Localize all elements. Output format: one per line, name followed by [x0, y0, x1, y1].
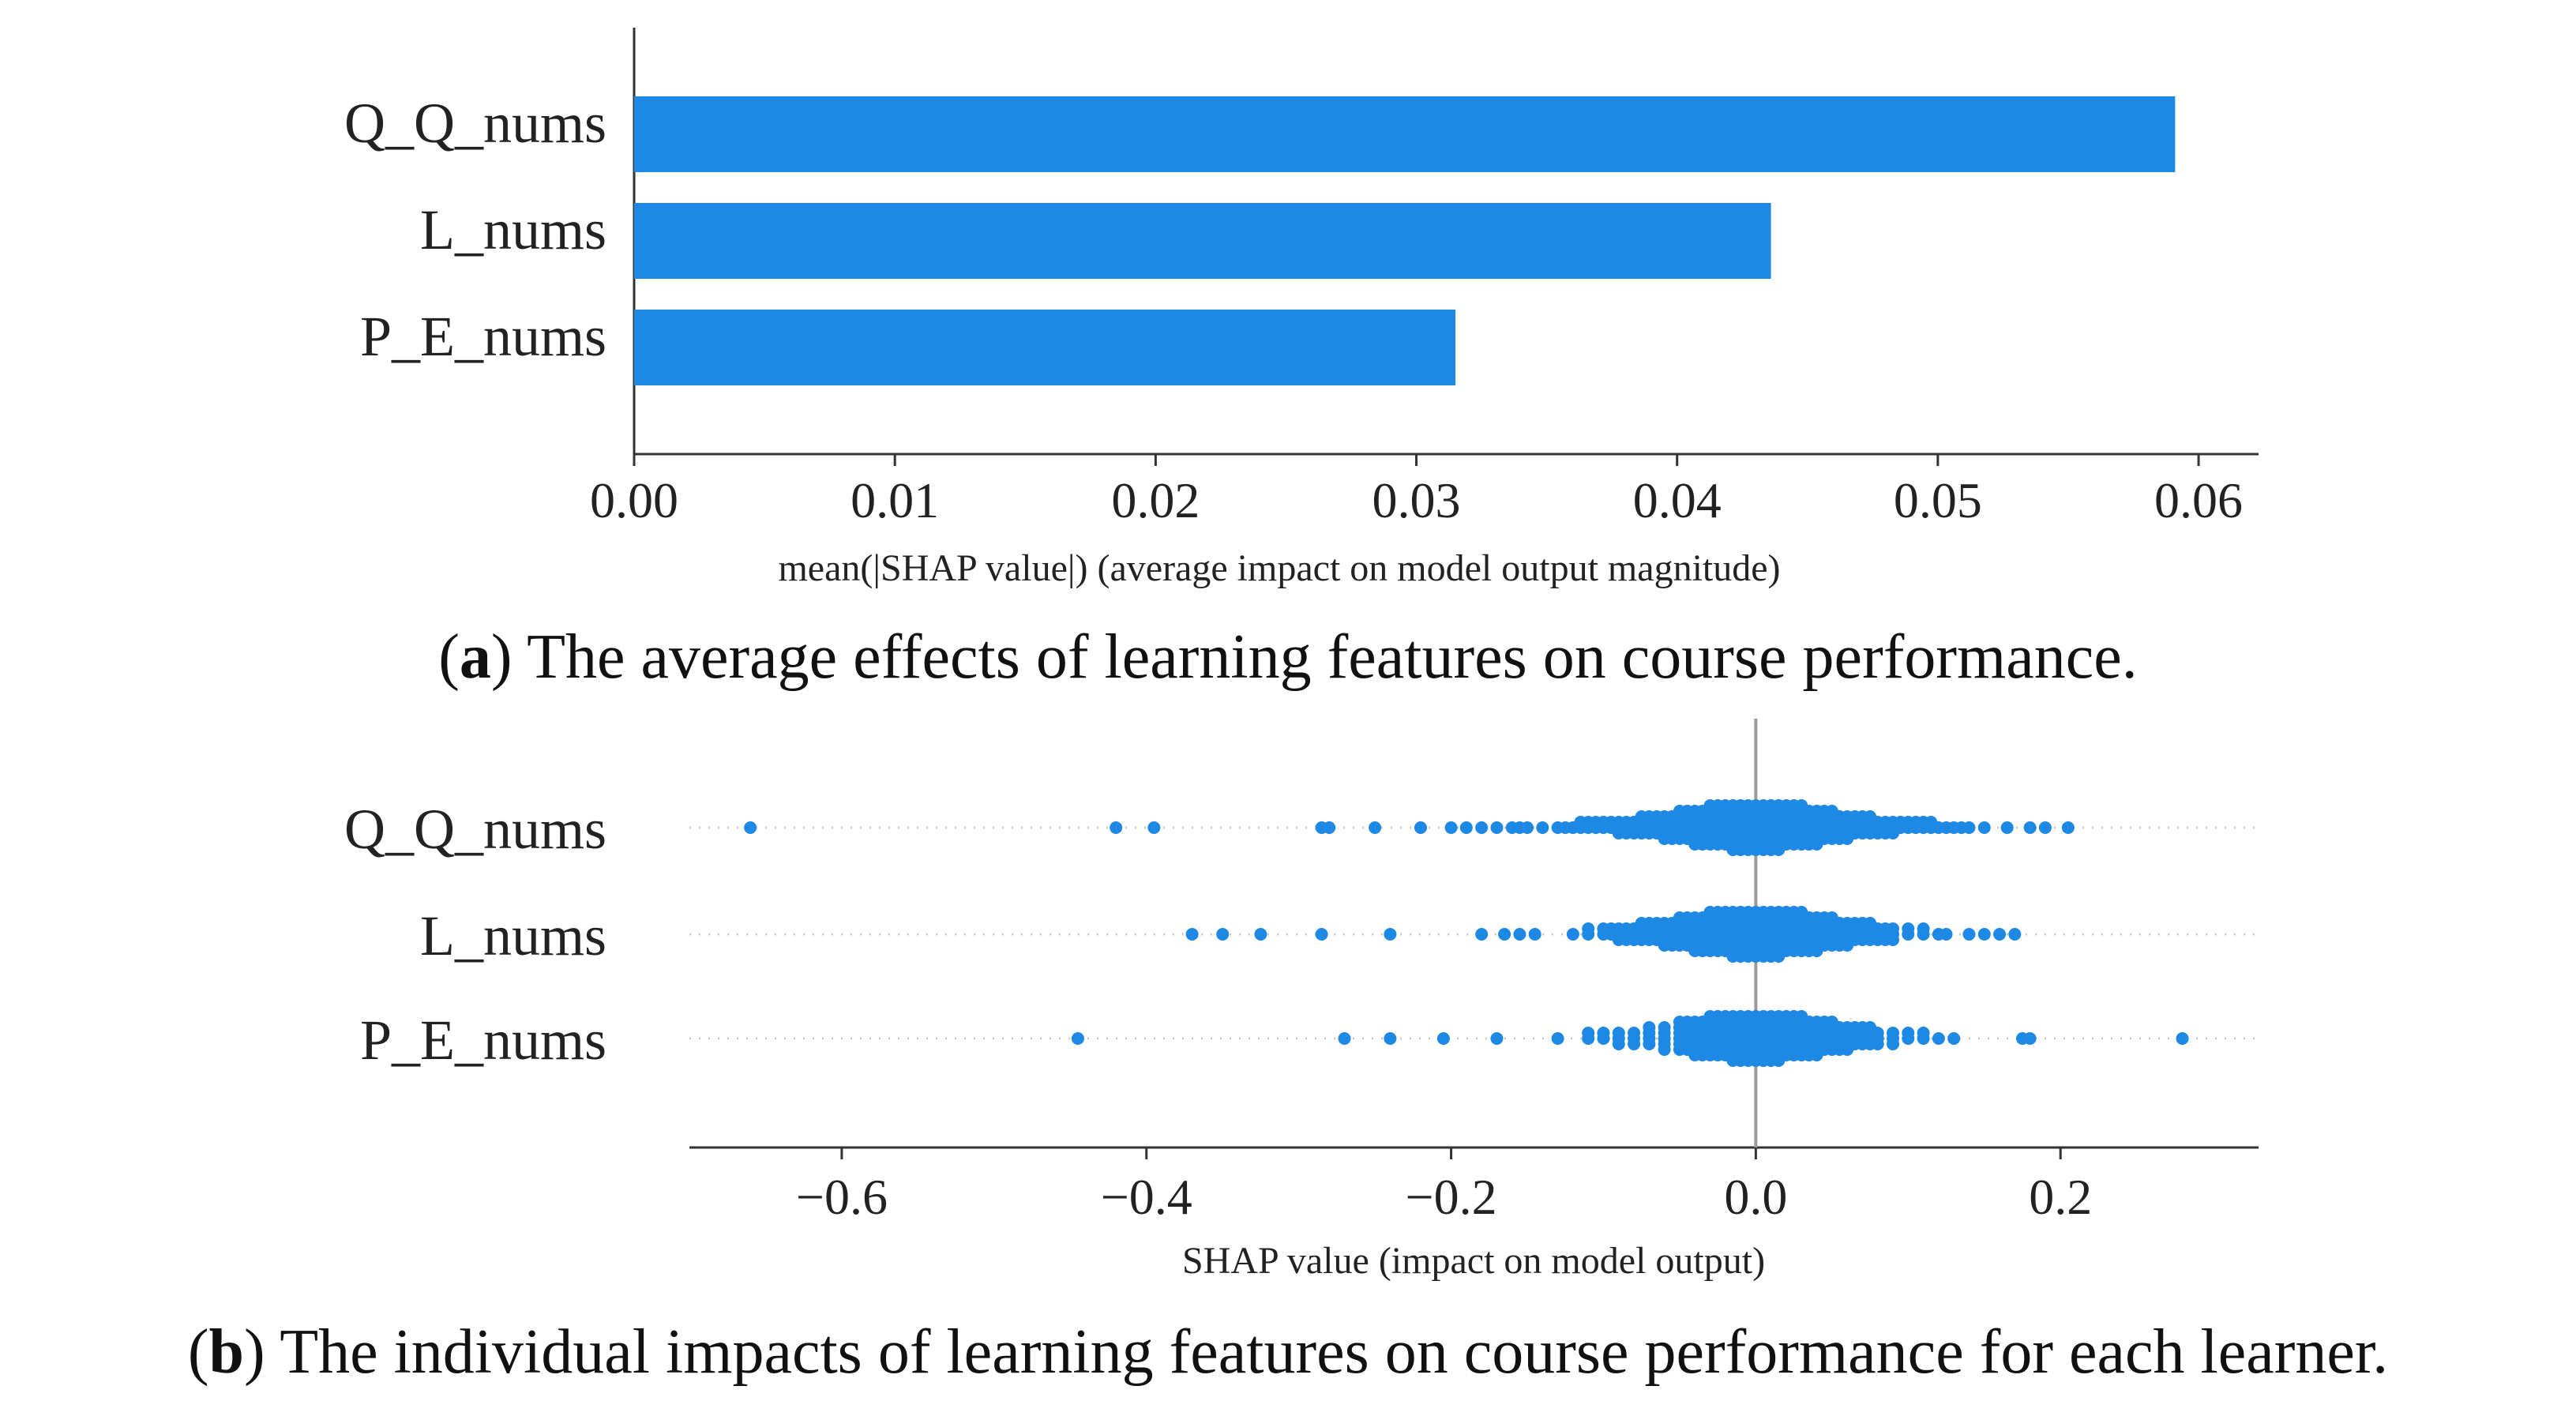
panel-b-point-p-e-nums — [1338, 1032, 1351, 1045]
panel-a-tick-label: 0.05 — [1894, 472, 1982, 528]
panel-a-caption: (a) The average effects of learning feat… — [438, 622, 2137, 692]
panel-b-point-p-e-nums — [1871, 1027, 1884, 1039]
panel-b-x-ticks: −0.6 −0.4 −0.2 0.0 0.2 — [796, 1147, 2092, 1225]
panel-b-beeswarm: Q_Q_nums L_nums P_E_nums −0.6 −0.4 −0.2 0.0… — [344, 719, 2259, 1282]
panel-b-x-axis-title: SHAP value (impact on model output) — [1182, 1240, 1765, 1282]
panel-b-point-q-q-nums — [1369, 821, 1382, 834]
panel-b-point-q-q-nums — [1459, 821, 1473, 834]
panel-b-point-l-nums — [1993, 928, 2007, 941]
panel-b-point-p-e-nums — [1932, 1032, 1945, 1045]
panel-b-tick-label: −0.6 — [796, 1169, 888, 1225]
panel-b-point-p-e-nums — [1643, 1038, 1656, 1050]
panel-b-point-p-e-nums — [1887, 1038, 1900, 1050]
panel-b-tick-label: −0.2 — [1406, 1169, 1497, 1225]
panel-b-point-p-e-nums — [1612, 1038, 1625, 1050]
panel-b-point-l-nums — [1902, 922, 1915, 935]
panel-b-point-l-nums — [1513, 928, 1526, 941]
panel-b-point-q-q-nums — [2023, 821, 2037, 834]
panel-b-point-l-nums — [1475, 928, 1489, 941]
panel-b-point-l-nums — [1185, 928, 1199, 941]
panel-b-point-q-q-nums — [1323, 821, 1336, 834]
panel-b-point-p-e-nums — [1612, 1027, 1625, 1039]
panel-b-point-l-nums — [1384, 928, 1397, 941]
panel-b-point-p-e-nums — [1947, 1032, 1961, 1045]
panel-b-point-p-e-nums — [1628, 1027, 1641, 1039]
panel-a-tick-label: 0.02 — [1111, 472, 1200, 528]
panel-b-point-l-nums — [1582, 922, 1595, 935]
panel-b-point-q-q-nums — [1536, 821, 1549, 834]
panel-b-point-l-nums — [1216, 928, 1230, 941]
panel-b-point-l-nums — [1498, 928, 1511, 941]
panel-a-bar-p-e-nums — [634, 310, 1456, 385]
panel-b-point-q-q-nums — [1414, 821, 1427, 834]
panel-b-point-q-q-nums — [2061, 821, 2075, 834]
panel-a-ylabel-l-nums: L_nums — [420, 198, 606, 261]
panel-b-point-p-e-nums — [2023, 1032, 2037, 1045]
panel-b-ylabel-l-nums: L_nums — [420, 904, 606, 967]
panel-b-points — [744, 799, 2189, 1067]
panel-b-point-l-nums — [1887, 933, 1900, 946]
panel-b-point-p-e-nums — [1071, 1032, 1084, 1045]
panel-b-point-q-q-nums — [2038, 821, 2052, 834]
panel-b-point-p-e-nums — [1582, 1027, 1595, 1039]
panel-a-x-ticks: 0.00 0.01 0.02 0.03 0.04 0.05 0.06 — [590, 454, 2243, 528]
panel-a-ylabel-p-e-nums: P_E_nums — [360, 305, 606, 368]
panel-a-x-axis-title: mean(|SHAP value|) (average impact on mo… — [778, 547, 1780, 589]
panel-b-point-l-nums — [1254, 928, 1267, 941]
panel-b-point-q-q-nums — [2000, 821, 2014, 834]
panel-b-point-l-nums — [1940, 928, 1953, 941]
panel-b-point-q-q-nums — [1147, 821, 1161, 834]
panel-a-tick-label: 0.01 — [851, 472, 939, 528]
panel-a-tick-label: 0.00 — [590, 472, 678, 528]
panel-b-point-p-e-nums — [1871, 1038, 1884, 1050]
panel-b-ylabel-q-q-nums: Q_Q_nums — [344, 798, 606, 861]
panel-a-tick-label: 0.04 — [1633, 472, 1722, 528]
panel-b-point-q-q-nums — [744, 821, 757, 834]
panel-b-point-q-q-nums — [1444, 821, 1458, 834]
panel-b-point-q-q-nums — [1475, 821, 1489, 834]
panel-a-bar-l-nums — [634, 203, 1771, 279]
panel-b-point-l-nums — [1917, 922, 1930, 935]
panel-b-point-l-nums — [1962, 928, 1976, 941]
panel-b-point-p-e-nums — [1658, 1043, 1671, 1056]
panel-b-point-l-nums — [1887, 922, 1900, 935]
panel-b-point-l-nums — [1315, 928, 1328, 941]
panel-b-point-p-e-nums — [1628, 1038, 1641, 1050]
panel-b-tick-label: 0.2 — [2029, 1169, 2092, 1225]
panel-b-point-p-e-nums — [1597, 1027, 1610, 1039]
panel-b-point-q-q-nums — [1521, 821, 1534, 834]
panel-b-point-p-e-nums — [1490, 1032, 1504, 1045]
panel-a-ylabel-q-q-nums: Q_Q_nums — [344, 92, 606, 155]
panel-b-point-l-nums — [1566, 928, 1579, 941]
panel-a-tick-label: 0.06 — [2154, 472, 2243, 528]
panel-b-point-p-e-nums — [1887, 1027, 1900, 1039]
panel-b-point-l-nums — [1977, 928, 1991, 941]
panel-b-point-q-q-nums — [1977, 821, 1991, 834]
panel-b-caption: (b) The individual impacts of learning f… — [188, 1317, 2388, 1387]
panel-b-point-p-e-nums — [1551, 1032, 1564, 1045]
panel-b-point-q-q-nums — [1962, 821, 1976, 834]
panel-b-point-q-q-nums — [1490, 821, 1504, 834]
panel-b-point-p-e-nums — [1643, 1021, 1656, 1034]
panel-b-point-l-nums — [1528, 928, 1541, 941]
panel-a-tick-label: 0.03 — [1372, 472, 1461, 528]
panel-b-point-p-e-nums — [1902, 1027, 1915, 1039]
panel-b-tick-label: 0.0 — [1724, 1169, 1787, 1225]
panel-a-bar-q-q-nums — [634, 96, 2176, 172]
panel-b-point-p-e-nums — [1917, 1027, 1930, 1039]
panel-b-point-l-nums — [2008, 928, 2022, 941]
panel-b-point-p-e-nums — [1658, 1021, 1671, 1034]
panel-b-point-p-e-nums — [2176, 1032, 2189, 1045]
panel-b-point-q-q-nums — [1110, 821, 1123, 834]
panel-b-ylabel-p-e-nums: P_E_nums — [360, 1008, 606, 1072]
panel-b-point-p-e-nums — [1384, 1032, 1397, 1045]
panel-a-bar-chart: Q_Q_nums L_nums P_E_nums 0.00 0.01 0.02 0.0… — [344, 28, 2259, 589]
panel-b-point-p-e-nums — [1436, 1032, 1450, 1045]
panel-b-tick-label: −0.4 — [1101, 1169, 1192, 1225]
